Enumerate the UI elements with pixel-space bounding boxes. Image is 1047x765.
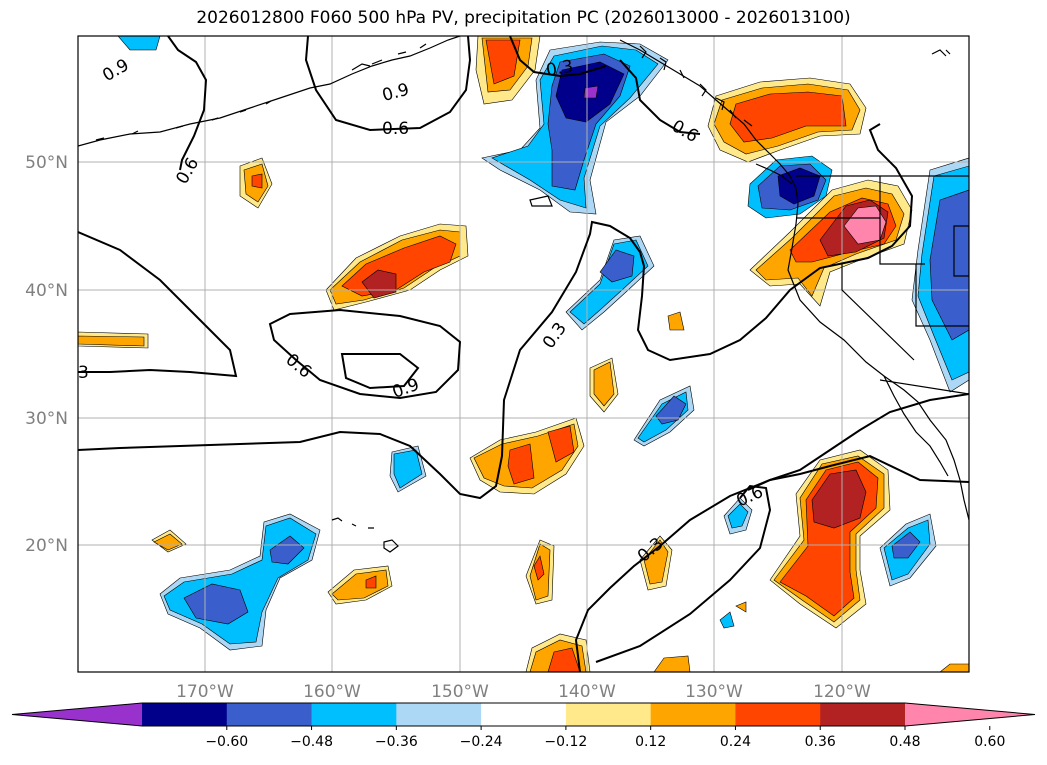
colorbar-tick-label: −0.60 [205, 734, 248, 750]
contour-label: 0.6 [382, 119, 409, 139]
colorbar-tick-label: −0.36 [375, 734, 418, 750]
lon-label: 150°W [431, 682, 489, 702]
lat-label: 40°N [25, 281, 68, 301]
coastlines [78, 36, 969, 553]
colorbar-tick-label: 0.12 [635, 734, 666, 750]
colorbar-tick-label: −0.12 [544, 734, 587, 750]
contour-label: 3 [78, 363, 89, 383]
colorbar: −0.60 −0.48 −0.36 −0.24 −0.12 0.12 0.24 0.36 0.4… [11, 702, 1036, 750]
lon-label: 140°W [558, 682, 616, 702]
colorbar-segment [142, 703, 228, 726]
lon-label: 130°W [685, 682, 743, 702]
precip-shading [78, 36, 969, 672]
colorbar-segment [396, 703, 482, 726]
lat-label: 50°N [25, 153, 68, 173]
colorbar-extend-min [12, 703, 142, 726]
map-panel: 0.9 0.6 0.9 0.6 0.3 0.6 0.3 0.6 0.9 0.3 … [78, 36, 969, 672]
colorbar-tick-label: 0.60 [974, 734, 1005, 750]
pv-contours [78, 36, 969, 672]
map-title: 2026012800 F060 500 hPa PV, precipitatio… [196, 8, 851, 28]
lat-label: 20°N [25, 536, 68, 556]
map-frame [77, 35, 970, 673]
colorbar-segment [735, 703, 821, 726]
lon-labels: 170°W 160°W 150°W 140°W 130°W 120°W [176, 682, 871, 702]
lon-label: 160°W [303, 682, 361, 702]
colorbar-tick-label: −0.24 [460, 734, 503, 750]
contour-label: 0.3 [545, 57, 575, 81]
colorbar-segment [311, 703, 397, 726]
lon-label: 170°W [176, 682, 234, 702]
colorbar-segment [481, 703, 567, 726]
colorbar-segment [226, 703, 313, 726]
colorbar-tick-label: −0.48 [290, 734, 333, 750]
colorbar-tick-label: 0.36 [805, 734, 836, 750]
colorbar-outline [11, 702, 1036, 727]
colorbar-segment [650, 703, 736, 726]
lon-label: 120°W [813, 682, 871, 702]
lat-label: 30°N [25, 409, 68, 429]
colorbar-extend-max [905, 703, 1035, 726]
colorbar-segment [565, 703, 652, 726]
colorbar-tick-label: 0.24 [720, 734, 751, 750]
colorbar-segment [820, 703, 906, 726]
lat-labels: 50°N 40°N 30°N 20°N [25, 153, 68, 556]
colorbar-tick-label: 0.48 [889, 734, 920, 750]
